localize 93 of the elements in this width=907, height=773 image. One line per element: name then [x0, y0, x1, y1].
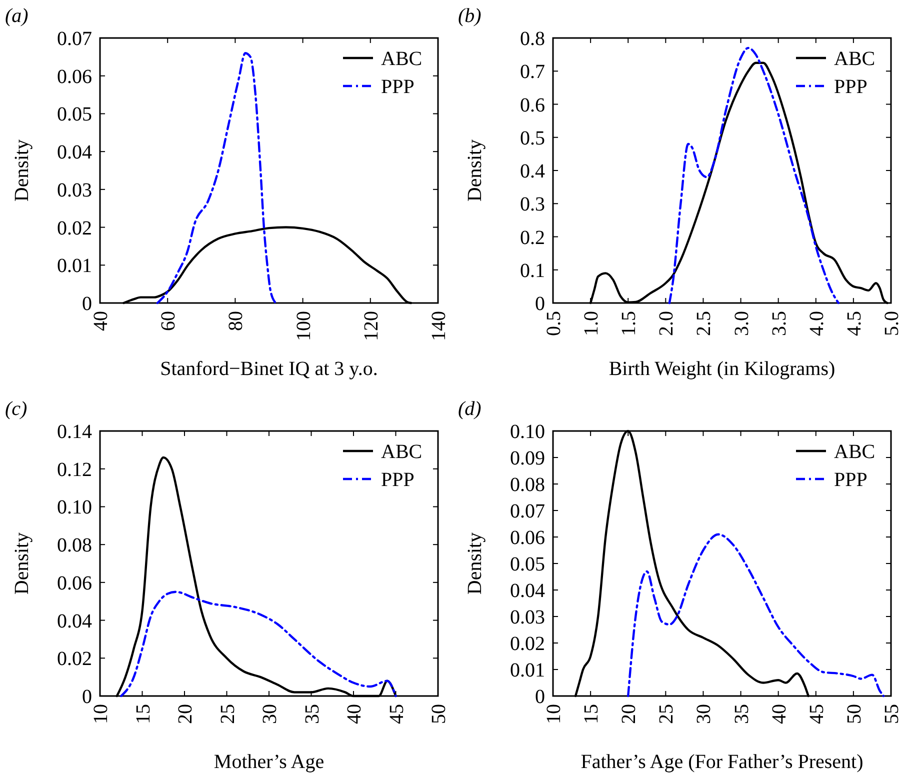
y-tick-label: 0.1 [520, 260, 545, 282]
x-tick-label: 35 [301, 704, 324, 724]
y-tick-label: 0.05 [510, 554, 545, 576]
y-axis-title: Density [11, 139, 33, 202]
y-tick-label: 0.03 [510, 606, 545, 628]
legend-label: PPP [381, 76, 414, 98]
y-tick-label: 0 [535, 686, 545, 708]
x-tick-label: 120 [360, 311, 382, 341]
y-tick-label: 0.06 [57, 572, 92, 594]
chart-title: (a) [5, 5, 29, 27]
y-tick-label: 0.5 [520, 127, 545, 150]
y-axis-title: Density [11, 532, 33, 595]
x-tick-label: 25 [216, 704, 239, 724]
y-tick-label: 0.08 [57, 534, 92, 557]
x-tick-label: 50 [843, 704, 866, 724]
x-tick-label: 25 [656, 704, 678, 724]
x-tick-label: 1.5 [618, 311, 640, 336]
x-tick-label: 2.0 [656, 311, 678, 336]
x-tick-label: 30 [693, 704, 716, 724]
y-tick-label: 0.04 [510, 580, 545, 602]
x-tick-label: 55 [881, 704, 903, 724]
y-tick-label: 0.06 [57, 66, 92, 88]
x-tick-label: 80 [225, 311, 248, 331]
x-tick-label: 50 [428, 704, 450, 724]
y-tick-label: 0.8 [520, 28, 545, 50]
y-tick-label: 0.01 [57, 255, 92, 278]
x-tick-label: 20 [174, 704, 196, 724]
y-tick-label: 0.02 [57, 648, 92, 670]
line-series [156, 52, 277, 304]
legend-label: PPP [834, 469, 868, 491]
y-tick-label: 0.04 [57, 610, 92, 632]
legend-label: PPP [834, 76, 868, 98]
x-axis-title: Birth Weight (in Kilograms) [608, 358, 836, 380]
x-tick-label: 60 [158, 311, 180, 331]
y-axis-title: Density [464, 532, 486, 595]
y-tick-label: 0.08 [510, 474, 545, 496]
y-tick-label: 0.4 [520, 160, 545, 182]
y-tick-label: 0.07 [510, 500, 545, 522]
x-tick-label: 3.0 [730, 311, 753, 336]
y-tick-label: 0.05 [57, 104, 92, 126]
chart-title: (d) [458, 398, 482, 420]
x-axis-title: Mother’s Age [214, 751, 324, 773]
y-tick-label: 0.07 [57, 28, 92, 50]
y-tick-label: 0.01 [510, 660, 545, 682]
x-tick-label: 35 [730, 704, 753, 724]
x-tick-label: 40 [90, 311, 112, 331]
y-tick-label: 0.02 [510, 633, 545, 655]
x-tick-label: 10 [543, 704, 565, 724]
x-tick-label: 15 [132, 704, 154, 724]
x-tick-label: 1.0 [580, 311, 603, 336]
y-tick-label: 0.10 [510, 421, 545, 443]
y-tick-label: 0.6 [520, 94, 545, 116]
y-axis-title: Density [464, 139, 486, 202]
y-tick-label: 0.3 [520, 194, 545, 216]
x-tick-label: 5.0 [881, 311, 903, 336]
legend-label: ABC [834, 441, 876, 463]
legend-label: ABC [381, 48, 422, 70]
y-tick-label: 0.09 [510, 448, 545, 470]
y-tick-label: 0.7 [520, 61, 545, 84]
y-tick-label: 0.14 [57, 421, 92, 443]
x-axis-title: Father’s Age (For Father’s Present) [580, 751, 864, 773]
x-tick-label: 3.5 [768, 311, 790, 336]
y-tick-label: 0.2 [520, 226, 545, 249]
x-tick-label: 140 [428, 311, 450, 341]
legend-label: ABC [381, 441, 422, 463]
y-tick-label: 0 [82, 293, 92, 315]
legend-label: ABC [834, 48, 876, 70]
x-tick-label: 40 [768, 704, 790, 724]
x-tick-label: 45 [386, 704, 408, 724]
y-tick-label: 0 [535, 293, 545, 315]
chart-title: (b) [458, 5, 482, 27]
x-tick-label: 15 [580, 704, 603, 724]
y-tick-label: 0.06 [510, 527, 545, 549]
x-tick-label: 40 [344, 704, 366, 724]
chart-title: (c) [5, 398, 28, 420]
line-series [120, 590, 397, 698]
x-tick-label: 45 [806, 704, 828, 724]
y-tick-label: 0.12 [57, 458, 92, 481]
x-tick-label: 4.5 [843, 311, 866, 336]
x-tick-label: 10 [90, 704, 112, 724]
y-tick-label: 0.02 [57, 217, 92, 240]
line-series [627, 533, 885, 698]
y-tick-label: 0 [82, 686, 92, 708]
legend-label: PPP [381, 469, 414, 491]
y-tick-label: 0.03 [57, 179, 92, 202]
x-tick-label: 4.0 [806, 311, 828, 336]
y-tick-label: 0.10 [57, 496, 92, 519]
y-tick-label: 0.04 [57, 142, 92, 164]
x-tick-label: 30 [259, 704, 281, 724]
x-tick-label: 100 [292, 311, 315, 341]
x-tick-label: 2.5 [693, 311, 716, 336]
x-axis-title: Stanford−Binet IQ at 3 y.o. [160, 358, 378, 380]
x-tick-label: 20 [618, 704, 640, 724]
